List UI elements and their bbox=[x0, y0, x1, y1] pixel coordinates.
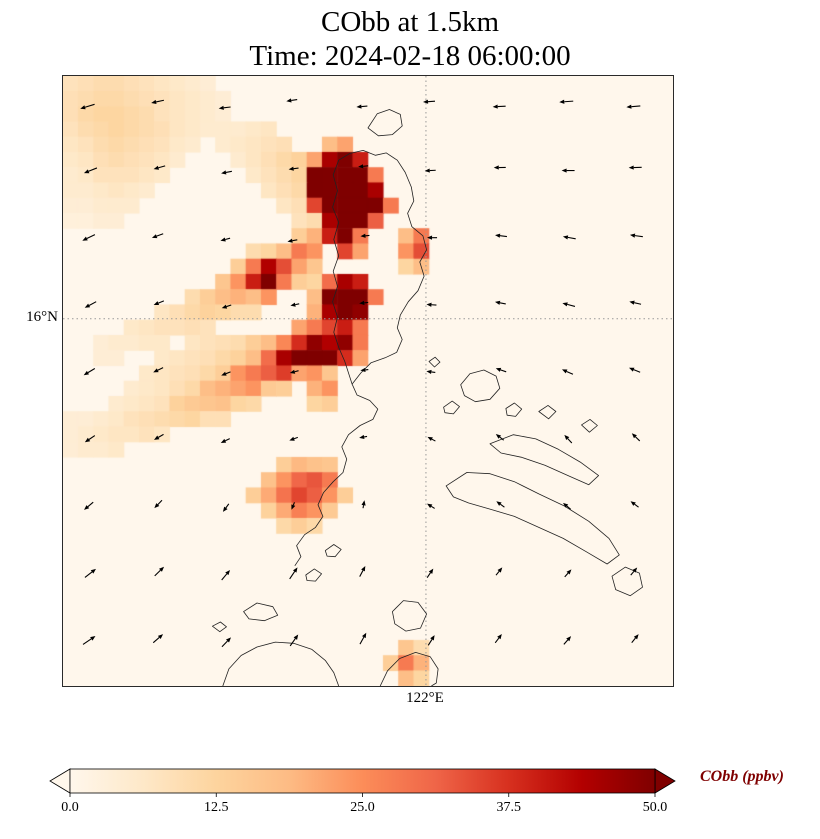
svg-text:12.5: 12.5 bbox=[204, 800, 229, 815]
chart-title: CObb at 1.5km bbox=[320, 6, 500, 38]
svg-text:0.0: 0.0 bbox=[61, 800, 79, 815]
colorbar-label: CObb (ppbv) bbox=[700, 768, 784, 785]
heatmap-canvas bbox=[63, 76, 673, 686]
latitude-tick-label: 16°N bbox=[26, 309, 58, 325]
chart-subtitle: Time: 2024-02-18 06:00:00 bbox=[249, 40, 571, 72]
svg-text:50.0: 50.0 bbox=[643, 800, 668, 815]
map-overlay-svg bbox=[63, 76, 673, 686]
svg-text:25.0: 25.0 bbox=[350, 800, 375, 815]
map-panel bbox=[62, 75, 674, 687]
svg-text:37.5: 37.5 bbox=[497, 800, 522, 815]
colorbar-svg: 0.0 12.5 25.0 37.5 50.0 bbox=[49, 768, 676, 815]
longitude-tick-label: 122°E bbox=[406, 690, 444, 706]
